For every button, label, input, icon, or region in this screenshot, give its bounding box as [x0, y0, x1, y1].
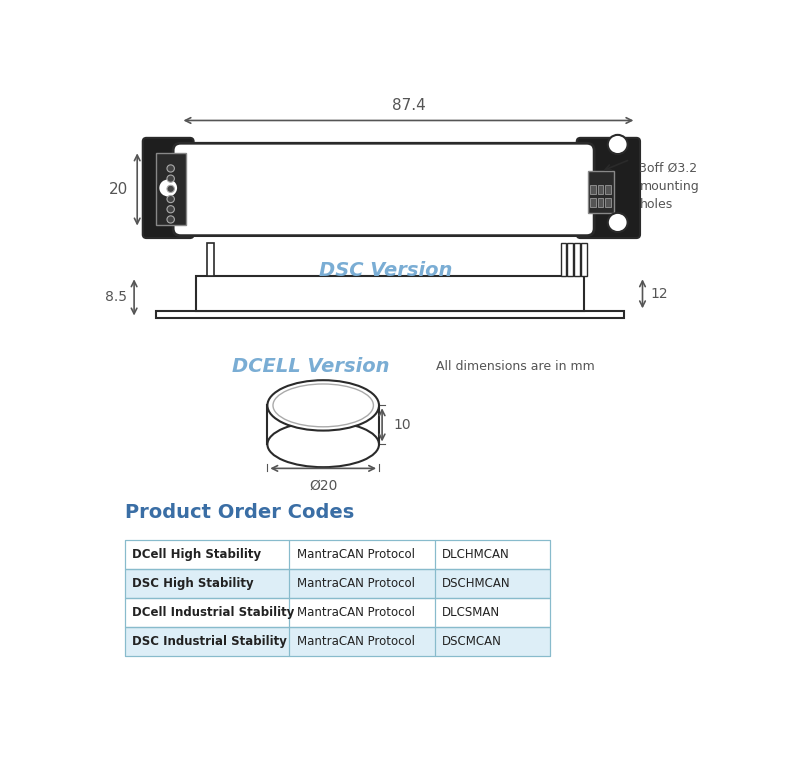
Text: 87.4: 87.4	[391, 98, 426, 113]
Bar	[289, 598, 435, 627]
Bar	[574, 243, 580, 277]
Text: 10: 10	[394, 418, 411, 432]
FancyBboxPatch shape	[577, 138, 640, 238]
Ellipse shape	[267, 421, 379, 467]
Text: DCELL Version: DCELL Version	[232, 357, 390, 376]
Bar	[125, 627, 550, 655]
Bar	[125, 598, 550, 627]
Ellipse shape	[273, 384, 374, 427]
Text: MantraCAN Protocol: MantraCAN Protocol	[297, 577, 414, 590]
Bar	[289, 569, 435, 598]
Bar	[125, 627, 550, 655]
Bar	[561, 243, 566, 277]
Bar	[206, 243, 214, 277]
Bar	[125, 569, 289, 598]
Circle shape	[167, 185, 174, 192]
Bar	[581, 243, 586, 277]
Circle shape	[167, 175, 174, 182]
Circle shape	[158, 178, 178, 198]
Circle shape	[167, 196, 174, 203]
Circle shape	[167, 206, 174, 213]
Bar	[125, 541, 550, 569]
Text: DLCSMAN: DLCSMAN	[442, 606, 500, 619]
Bar	[435, 569, 550, 598]
Text: 20: 20	[109, 182, 128, 197]
Bar	[125, 598, 550, 627]
Text: DSCMCAN: DSCMCAN	[442, 635, 502, 647]
FancyBboxPatch shape	[142, 138, 194, 238]
Bar	[435, 627, 550, 655]
Bar	[606, 185, 611, 194]
Text: DSC Industrial Stability: DSC Industrial Stability	[132, 635, 287, 647]
Bar	[590, 185, 596, 194]
Bar	[125, 627, 289, 655]
Text: Product Order Codes: Product Order Codes	[125, 503, 354, 523]
Text: MantraCAN Protocol: MantraCAN Protocol	[297, 635, 414, 647]
Text: MantraCAN Protocol: MantraCAN Protocol	[297, 606, 414, 619]
Bar	[435, 541, 550, 569]
Bar	[598, 198, 603, 207]
Text: 3off Ø3.2
mounting
holes: 3off Ø3.2 mounting holes	[639, 162, 699, 211]
Text: DSC Version: DSC Version	[318, 261, 452, 280]
Text: All dimensions are in mm: All dimensions are in mm	[436, 360, 594, 373]
Bar	[590, 198, 596, 207]
Bar	[588, 171, 614, 213]
Bar	[125, 541, 289, 569]
Text: DCell Industrial Stability: DCell Industrial Stability	[132, 606, 294, 619]
Bar	[196, 277, 584, 312]
Bar	[567, 243, 573, 277]
Bar	[606, 198, 611, 207]
Circle shape	[608, 135, 628, 154]
Text: MantraCAN Protocol: MantraCAN Protocol	[297, 548, 414, 561]
Text: DCell High Stability: DCell High Stability	[132, 548, 262, 561]
Bar	[156, 312, 624, 319]
Bar	[125, 569, 550, 598]
Circle shape	[167, 165, 174, 172]
Text: DSC High Stability: DSC High Stability	[132, 577, 254, 590]
Text: DSCHMCAN: DSCHMCAN	[442, 577, 511, 590]
Bar	[289, 627, 435, 655]
Text: Ø20: Ø20	[309, 479, 338, 493]
FancyBboxPatch shape	[173, 143, 594, 235]
Text: 12: 12	[650, 287, 667, 301]
Text: DLCHMCAN: DLCHMCAN	[442, 548, 510, 561]
Bar	[435, 598, 550, 627]
Bar	[125, 598, 289, 627]
Bar	[125, 569, 550, 598]
Bar	[267, 405, 379, 444]
Bar	[598, 185, 603, 194]
Bar	[156, 153, 186, 225]
Bar	[289, 541, 435, 569]
Circle shape	[608, 213, 628, 232]
Text: 8.5: 8.5	[105, 291, 126, 305]
Bar	[125, 541, 550, 569]
Ellipse shape	[267, 380, 379, 431]
Circle shape	[167, 216, 174, 223]
